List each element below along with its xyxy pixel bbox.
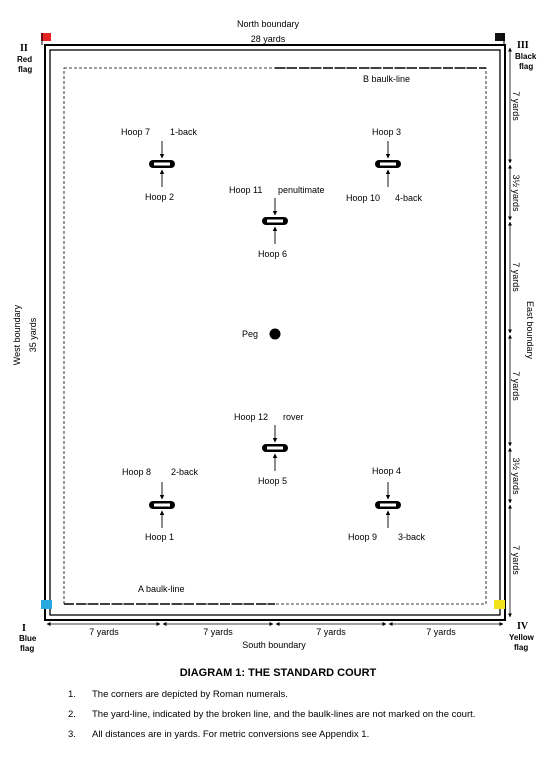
hoop-marker	[375, 482, 401, 528]
east-dim-label: 7 yards	[511, 262, 521, 292]
south-dim-label: 7 yards	[316, 627, 346, 637]
east-dim-label: 3½ yards	[511, 174, 521, 212]
note-item: 1. The corners are depicted by Roman num…	[68, 688, 538, 702]
corner-i-flag-line1: Blue	[19, 634, 37, 643]
south-dimensions: 7 yards 7 yards 7 yards 7 yards	[46, 622, 504, 637]
hoop-marker	[262, 425, 288, 471]
hoop-label-3-back: 3-back	[398, 532, 426, 542]
corner-i-numeral: I	[22, 623, 26, 634]
corner-ii-flag-line1: Red	[17, 55, 32, 64]
east-dim-label: 3½ yards	[511, 457, 521, 495]
peg-label: Peg	[242, 329, 258, 339]
north-boundary-label: North boundary	[237, 19, 300, 29]
court-boundary-inner	[49, 49, 501, 616]
hoop-marker	[149, 482, 175, 528]
a-baulk-label: A baulk-line	[138, 584, 185, 594]
diagram-caption: DIAGRAM 1: THE STANDARD COURT	[179, 667, 377, 679]
peg-marker	[269, 328, 281, 340]
notes-list: 1. The corners are depicted by Roman num…	[68, 688, 538, 748]
hoop-label-hoop-7: Hoop 7	[121, 127, 150, 137]
corner-iii-flag-line1: Black	[515, 52, 537, 61]
hoop-label-hoop-8: Hoop 8	[122, 467, 151, 477]
south-boundary-label: South boundary	[242, 640, 306, 650]
hoop-marker	[375, 141, 401, 187]
corner-iv-numeral: IV	[517, 621, 529, 632]
blue-flag-icon	[41, 600, 52, 609]
note-text: All distances are in yards. For metric c…	[92, 729, 370, 740]
hoop-label-hoop-9: Hoop 9	[348, 532, 377, 542]
length-label: 35 yards	[28, 317, 38, 352]
court-boundary-outer	[44, 44, 506, 621]
note-text: The corners are depicted by Roman numera…	[92, 689, 288, 700]
corner-iv: IV Yellow flag	[494, 600, 535, 652]
b-baulk-label: B baulk-line	[363, 74, 410, 84]
corner-ii: II Red flag	[17, 33, 51, 74]
south-dim-label: 7 yards	[426, 627, 456, 637]
hoop-label-hoop-4: Hoop 4	[372, 466, 401, 476]
south-dim-label: 7 yards	[203, 627, 233, 637]
corner-iii-flag-line2: flag	[519, 62, 533, 71]
corner-i: I Blue flag	[19, 600, 52, 653]
hoop-label-hoop-1: Hoop 1	[145, 532, 174, 542]
hoop-marker	[262, 198, 288, 244]
corner-ii-numeral: II	[20, 43, 28, 54]
hoop-marker	[149, 141, 175, 187]
hoop-label-hoop-12: Hoop 12	[234, 412, 268, 422]
corner-ii-flag-line2: flag	[18, 65, 32, 74]
east-dimensions: 7 yards 3½ yards 7 yards 7 yards 3½ yard…	[508, 47, 521, 618]
hoop-label-penultimate: penultimate	[278, 185, 325, 195]
note-number: 2.	[68, 709, 76, 720]
hoop-label-1-back: 1-back	[170, 127, 198, 137]
note-text: The yard-line, indicated by the broken l…	[92, 709, 476, 720]
hoop-label-hoop-5: Hoop 5	[258, 476, 287, 486]
hoop-label-rover: rover	[283, 412, 304, 422]
east-dim-label: 7 yards	[511, 545, 521, 575]
yellow-flag-icon	[494, 600, 505, 609]
hoop-label-hoop-6: Hoop 6	[258, 249, 287, 259]
width-label: 28 yards	[251, 34, 286, 44]
court-diagram: B baulk-line A baulk-line North boundary…	[12, 19, 537, 653]
south-dim-label: 7 yards	[89, 627, 119, 637]
corner-iv-flag-line2: flag	[514, 643, 528, 652]
note-item: 2. The yard-line, indicated by the broke…	[68, 708, 538, 722]
corner-iii: III Black flag	[495, 33, 537, 71]
note-item: 3. All distances are in yards. For metri…	[68, 728, 538, 742]
corner-i-flag-line2: flag	[20, 644, 34, 653]
hoop-label-4-back: 4-back	[395, 193, 423, 203]
east-boundary-label: East boundary	[525, 301, 535, 360]
note-number: 1.	[68, 689, 76, 700]
corner-iii-numeral: III	[517, 40, 529, 51]
east-dim-label: 7 yards	[511, 371, 521, 401]
hoop-label-hoop-2: Hoop 2	[145, 192, 174, 202]
west-boundary-label: West boundary	[12, 304, 22, 365]
hoop-label-hoop-3: Hoop 3	[372, 127, 401, 137]
black-flag-icon	[495, 33, 505, 41]
hoop-label-hoop-11: Hoop 11	[229, 185, 262, 195]
note-number: 3.	[68, 729, 76, 740]
corner-iv-flag-line1: Yellow	[509, 633, 535, 642]
hoop-label-2-back: 2-back	[171, 467, 199, 477]
hoop-label-hoop-10: Hoop 10	[346, 193, 380, 203]
red-flag-icon	[41, 33, 51, 41]
east-dim-label: 7 yards	[511, 91, 521, 121]
